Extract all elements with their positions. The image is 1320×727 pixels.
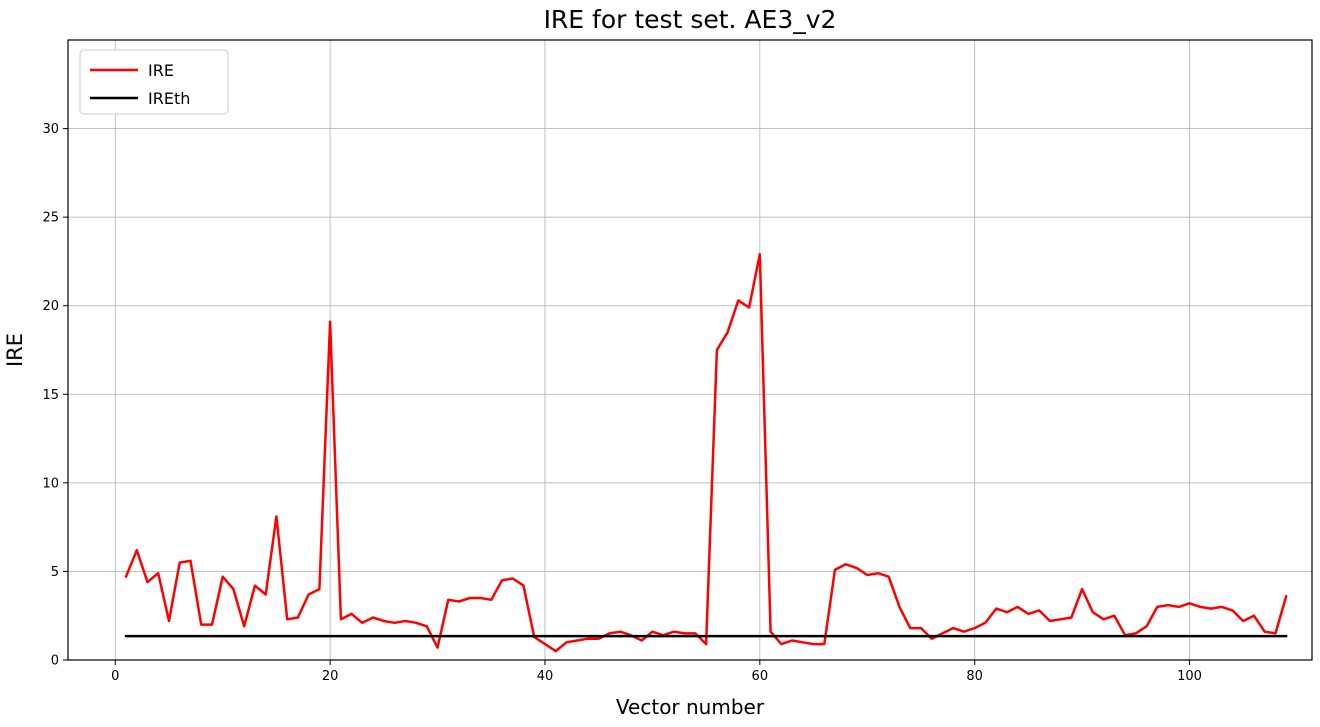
legend-label-ireth: IREth bbox=[148, 89, 190, 108]
y-tick-label: 15 bbox=[42, 388, 59, 403]
y-tick-label: 25 bbox=[42, 211, 59, 226]
series-line-ire bbox=[124, 253, 1288, 653]
x-tick-label: 0 bbox=[111, 669, 119, 684]
y-tick-label: 20 bbox=[42, 299, 59, 314]
x-tick-label: 80 bbox=[966, 669, 983, 684]
x-tick-label: 100 bbox=[1177, 669, 1202, 684]
x-axis-label: Vector number bbox=[616, 695, 765, 719]
y-tick-label: 5 bbox=[51, 565, 59, 580]
axes-border bbox=[67, 39, 1313, 661]
x-tick-label: 60 bbox=[752, 669, 769, 684]
ticks-group: 0 20 40 60 80 100 0 5 10 15 20 25 30 bbox=[42, 122, 1201, 684]
y-axis-label: IRE bbox=[3, 333, 27, 367]
x-tick-label: 40 bbox=[537, 669, 554, 684]
plot-area bbox=[68, 40, 1312, 660]
chart-title: IRE for test set. AE3_v2 bbox=[544, 5, 837, 34]
y-tick-label: 0 bbox=[51, 654, 59, 669]
gridlines bbox=[68, 40, 1312, 661]
legend-label-ire: IRE bbox=[148, 61, 174, 80]
series-group bbox=[124, 253, 1288, 653]
x-tick-label: 20 bbox=[322, 669, 339, 684]
legend: IRE IREth bbox=[79, 49, 229, 115]
y-tick-label: 30 bbox=[42, 122, 59, 137]
y-tick-label: 10 bbox=[42, 476, 59, 491]
